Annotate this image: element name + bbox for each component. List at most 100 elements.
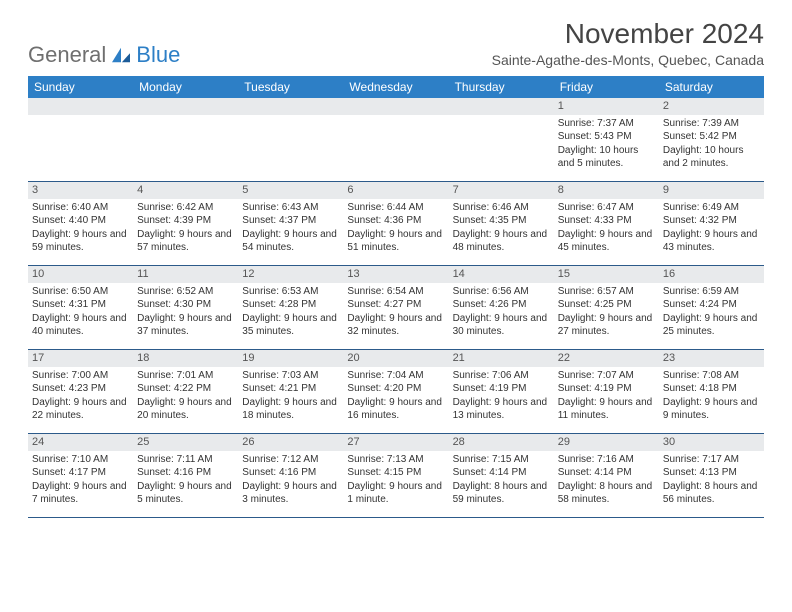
- weekday-header: Sunday: [28, 76, 133, 98]
- sunset-text: Sunset: 4:31 PM: [32, 298, 129, 312]
- daylight-text: Daylight: 8 hours and 58 minutes.: [558, 480, 655, 507]
- day-number: 15: [554, 266, 659, 283]
- logo-word-general: General: [28, 42, 106, 68]
- sunset-text: Sunset: 4:33 PM: [558, 214, 655, 228]
- sunrise-text: Sunrise: 7:04 AM: [347, 369, 444, 383]
- daylight-text: Daylight: 9 hours and 51 minutes.: [347, 228, 444, 255]
- sunset-text: Sunset: 4:39 PM: [137, 214, 234, 228]
- empty-band: [238, 98, 343, 115]
- sunrise-text: Sunrise: 7:07 AM: [558, 369, 655, 383]
- sunrise-text: Sunrise: 6:46 AM: [453, 201, 550, 215]
- sunset-text: Sunset: 4:19 PM: [453, 382, 550, 396]
- sunrise-text: Sunrise: 7:03 AM: [242, 369, 339, 383]
- day-number: 7: [449, 182, 554, 199]
- day-number: 27: [343, 434, 448, 451]
- sunset-text: Sunset: 4:15 PM: [347, 466, 444, 480]
- daylight-text: Daylight: 9 hours and 9 minutes.: [663, 396, 760, 423]
- daylight-text: Daylight: 9 hours and 59 minutes.: [32, 228, 129, 255]
- sunrise-text: Sunrise: 6:42 AM: [137, 201, 234, 215]
- calendar-title: November 2024: [492, 18, 764, 50]
- day-number: 1: [554, 98, 659, 115]
- sail-icon: [110, 46, 132, 64]
- day-number: 10: [28, 266, 133, 283]
- sunrise-text: Sunrise: 7:12 AM: [242, 453, 339, 467]
- sunset-text: Sunset: 4:18 PM: [663, 382, 760, 396]
- day-cell: 1 Sunrise: 7:37 AMSunset: 5:43 PMDaylight…: [554, 98, 659, 182]
- day-number: 9: [659, 182, 764, 199]
- sunrise-text: Sunrise: 6:47 AM: [558, 201, 655, 215]
- day-number: 13: [343, 266, 448, 283]
- day-number: 24: [28, 434, 133, 451]
- sunrise-text: Sunrise: 6:57 AM: [558, 285, 655, 299]
- logo-word-blue: Blue: [136, 42, 180, 68]
- sunset-text: Sunset: 4:20 PM: [347, 382, 444, 396]
- day-cell: 28Sunrise: 7:15 AMSunset: 4:14 PMDayligh…: [449, 434, 554, 518]
- sunset-text: Sunset: 4:35 PM: [453, 214, 550, 228]
- daylight-text: Daylight: 10 hours and 5 minutes.: [558, 144, 655, 171]
- sunrise-text: Sunrise: 7:15 AM: [453, 453, 550, 467]
- day-number: 26: [238, 434, 343, 451]
- sunrise-text: Sunrise: 7:37 AM: [558, 117, 655, 131]
- sunrise-text: Sunrise: 6:52 AM: [137, 285, 234, 299]
- sunset-text: Sunset: 4:17 PM: [32, 466, 129, 480]
- sunset-text: Sunset: 4:37 PM: [242, 214, 339, 228]
- sunrise-text: Sunrise: 6:44 AM: [347, 201, 444, 215]
- day-number: 19: [238, 350, 343, 367]
- day-cell: 11Sunrise: 6:52 AMSunset: 4:30 PMDayligh…: [133, 266, 238, 350]
- day-cell: 8Sunrise: 6:47 AMSunset: 4:33 PMDaylight…: [554, 182, 659, 266]
- day-cell: 2Sunrise: 7:39 AMSunset: 5:42 PMDaylight…: [659, 98, 764, 182]
- daylight-text: Daylight: 9 hours and 32 minutes.: [347, 312, 444, 339]
- day-cell: 22Sunrise: 7:07 AMSunset: 4:19 PMDayligh…: [554, 350, 659, 434]
- weekday-header: Friday: [554, 76, 659, 98]
- title-block: November 2024 Sainte-Agathe-des-Monts, Q…: [492, 18, 764, 68]
- sunrise-text: Sunrise: 7:10 AM: [32, 453, 129, 467]
- day-number: 29: [554, 434, 659, 451]
- sunset-text: Sunset: 5:42 PM: [663, 130, 760, 144]
- day-cell: 30Sunrise: 7:17 AMSunset: 4:13 PMDayligh…: [659, 434, 764, 518]
- daylight-text: Daylight: 9 hours and 27 minutes.: [558, 312, 655, 339]
- daylight-text: Daylight: 9 hours and 3 minutes.: [242, 480, 339, 507]
- day-number: 8: [554, 182, 659, 199]
- sunrise-text: Sunrise: 7:39 AM: [663, 117, 760, 131]
- day-number: 11: [133, 266, 238, 283]
- day-number: 5: [238, 182, 343, 199]
- day-number: 21: [449, 350, 554, 367]
- daylight-text: Daylight: 9 hours and 16 minutes.: [347, 396, 444, 423]
- sunset-text: Sunset: 4:40 PM: [32, 214, 129, 228]
- sunrise-text: Sunrise: 6:40 AM: [32, 201, 129, 215]
- sunset-text: Sunset: 4:16 PM: [242, 466, 339, 480]
- day-cell: 16Sunrise: 6:59 AMSunset: 4:24 PMDayligh…: [659, 266, 764, 350]
- daylight-text: Daylight: 9 hours and 1 minute.: [347, 480, 444, 507]
- day-number: 12: [238, 266, 343, 283]
- day-cell: 17Sunrise: 7:00 AMSunset: 4:23 PMDayligh…: [28, 350, 133, 434]
- sunset-text: Sunset: 4:14 PM: [558, 466, 655, 480]
- day-number: 14: [449, 266, 554, 283]
- weekday-header: Thursday: [449, 76, 554, 98]
- daylight-text: Daylight: 9 hours and 37 minutes.: [137, 312, 234, 339]
- sunrise-text: Sunrise: 7:01 AM: [137, 369, 234, 383]
- empty-cell: [343, 98, 448, 182]
- daylight-text: Daylight: 9 hours and 57 minutes.: [137, 228, 234, 255]
- sunrise-text: Sunrise: 7:08 AM: [663, 369, 760, 383]
- day-number: 20: [343, 350, 448, 367]
- day-cell: 5Sunrise: 6:43 AMSunset: 4:37 PMDaylight…: [238, 182, 343, 266]
- day-cell: 27Sunrise: 7:13 AMSunset: 4:15 PMDayligh…: [343, 434, 448, 518]
- sunrise-text: Sunrise: 6:49 AM: [663, 201, 760, 215]
- weekday-header: Monday: [133, 76, 238, 98]
- day-cell: 7 Sunrise: 6:46 AMSunset: 4:35 PMDaylight…: [449, 182, 554, 266]
- day-number: 30: [659, 434, 764, 451]
- sunset-text: Sunset: 4:21 PM: [242, 382, 339, 396]
- empty-band: [449, 98, 554, 115]
- sunrise-text: Sunrise: 6:50 AM: [32, 285, 129, 299]
- day-cell: 23Sunrise: 7:08 AMSunset: 4:18 PMDayligh…: [659, 350, 764, 434]
- daylight-text: Daylight: 9 hours and 22 minutes.: [32, 396, 129, 423]
- day-cell: 25Sunrise: 7:11 AMSunset: 4:16 PMDayligh…: [133, 434, 238, 518]
- daylight-text: Daylight: 9 hours and 43 minutes.: [663, 228, 760, 255]
- day-cell: 20 Sunrise: 7:04 AMSunset: 4:20 PMDayligh…: [343, 350, 448, 434]
- daylight-text: Daylight: 8 hours and 59 minutes.: [453, 480, 550, 507]
- sunset-text: Sunset: 4:14 PM: [453, 466, 550, 480]
- brand-logo: General Blue: [28, 42, 180, 68]
- page-header: General Blue November 2024 Sainte-Agathe…: [28, 18, 764, 68]
- sunset-text: Sunset: 5:43 PM: [558, 130, 655, 144]
- daylight-text: Daylight: 9 hours and 48 minutes.: [453, 228, 550, 255]
